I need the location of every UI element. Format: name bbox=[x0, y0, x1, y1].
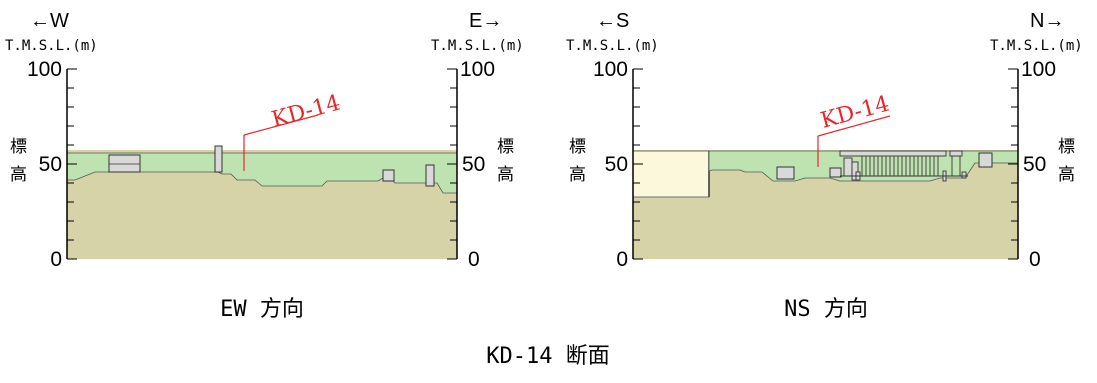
ew-structure-small-2 bbox=[425, 164, 435, 187]
ew-marker-label: KD-14 bbox=[269, 91, 343, 133]
ns-left-axis-label-2: 高 bbox=[569, 165, 586, 185]
ew-left-unit: T.M.S.L.(m) bbox=[5, 38, 98, 54]
ns-right-axis-label-1: 標 bbox=[1058, 137, 1075, 157]
ew-fill-layer bbox=[66, 152, 458, 194]
ew-left-tick-50: 50 bbox=[39, 153, 62, 176]
ns-marker-label: KD-14 bbox=[818, 92, 892, 134]
ns-structure-3 bbox=[978, 152, 993, 168]
ew-structure-small-1 bbox=[382, 169, 395, 182]
ew-left-tick-100: 100 bbox=[27, 58, 62, 81]
ew-left-direction: ←W bbox=[30, 10, 69, 32]
ns-structure-1 bbox=[776, 166, 795, 180]
ns-right-tick-100: 100 bbox=[1021, 58, 1056, 81]
ns-structure-frame bbox=[839, 150, 968, 182]
ns-left-axis-label-1: 標 bbox=[569, 137, 586, 157]
ns-left-tick-0: 0 bbox=[616, 248, 628, 271]
ns-panel: KD-14 ←S T.M.S.L.(m) N→ T.M.S.L.(m) 100 … bbox=[566, 10, 1083, 322]
ew-left-axis-label-1: 標 bbox=[10, 137, 27, 157]
ns-right-tick-0: 0 bbox=[1029, 248, 1041, 271]
ew-structure-tower bbox=[214, 145, 223, 173]
ns-left-unit: T.M.S.L.(m) bbox=[566, 38, 659, 54]
ew-right-direction: E→ bbox=[469, 10, 502, 32]
ew-structure-building bbox=[108, 154, 141, 173]
ns-structure-2 bbox=[829, 167, 842, 178]
ew-right-unit: T.M.S.L.(m) bbox=[431, 38, 524, 54]
ew-right-tick-50: 50 bbox=[462, 153, 485, 176]
ns-left-tick-100: 100 bbox=[593, 58, 628, 81]
ew-caption: EW 方向 bbox=[220, 297, 304, 322]
ew-left-tick-0: 0 bbox=[50, 248, 62, 271]
ew-right-tick-0: 0 bbox=[468, 248, 480, 271]
ew-right-axis-label-2: 高 bbox=[497, 165, 514, 185]
ns-left-tick-50: 50 bbox=[605, 153, 628, 176]
ew-right-tick-100: 100 bbox=[460, 58, 495, 81]
ns-right-direction: N→ bbox=[1030, 10, 1064, 32]
ns-right-unit: T.M.S.L.(m) bbox=[990, 38, 1083, 54]
ns-right-tick-50: 50 bbox=[1023, 153, 1046, 176]
ew-panel: KD-14 ←W T.M.S.L.(m) E→ T.M.S.L.(m) 100 … bbox=[5, 10, 524, 322]
ns-left-direction: ←S bbox=[596, 10, 629, 32]
figure-title: KD-14 断面 bbox=[486, 344, 609, 369]
ns-frame-columns bbox=[861, 156, 939, 176]
ew-left-axis-label-2: 高 bbox=[10, 165, 27, 185]
ns-caption: NS 方向 bbox=[784, 297, 868, 322]
ns-right-axis-label-2: 高 bbox=[1058, 165, 1075, 185]
ns-reclaimed-block bbox=[632, 150, 710, 198]
ew-right-axis-label-1: 標 bbox=[497, 137, 514, 157]
